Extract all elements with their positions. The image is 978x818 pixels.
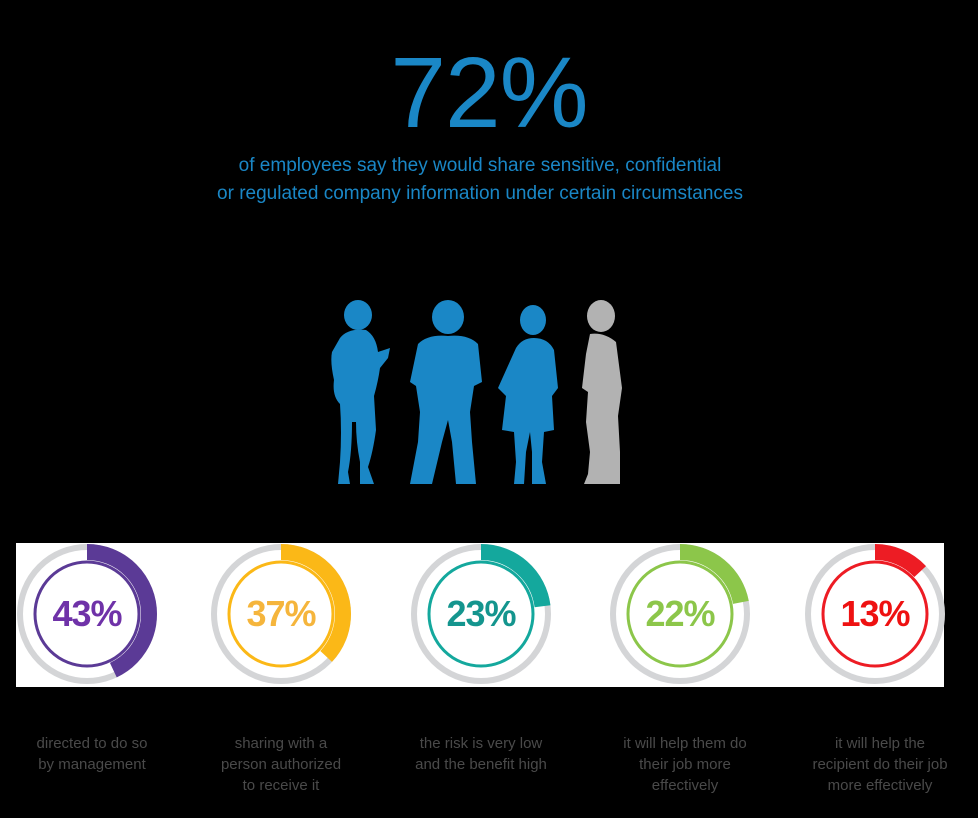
person-man-suit-icon	[410, 300, 482, 484]
caption-line: it will help them do	[623, 735, 747, 752]
stat-caption-4: it will help them do their job more effe…	[600, 733, 770, 796]
caption-line: person authorized	[220, 756, 342, 773]
progress-ring-icon	[610, 544, 750, 684]
subtitle-line-1: of employees say they would share sensit…	[238, 155, 722, 176]
stat-caption-3: the risk is very low and the benefit hig…	[396, 733, 566, 775]
people-silhouettes-icon	[331, 300, 622, 484]
stat-percent: 43%	[52, 593, 122, 634]
stat-ring-5: 13%	[800, 539, 950, 689]
stat-ring-1: 43%	[12, 539, 162, 689]
caption-line: sharing with a	[234, 735, 328, 752]
headline-subtitle: of employees say they would share sensit…	[0, 152, 960, 208]
progress-ring-icon	[17, 544, 157, 684]
stat-ring-3: 23%	[406, 539, 556, 689]
headline-percent: 72%	[390, 37, 588, 149]
stat-percent: 37%	[246, 593, 316, 634]
progress-ring-icon	[211, 544, 351, 684]
caption-line: their job more	[639, 756, 731, 773]
caption-line: to receive it	[242, 777, 320, 794]
caption-line: effectively	[651, 777, 719, 794]
stat-percent: 13%	[840, 593, 910, 634]
progress-ring-icon	[805, 544, 945, 684]
progress-ring-icon	[411, 544, 551, 684]
subtitle-line-2: or regulated company information under c…	[217, 183, 743, 204]
caption-line: the risk is very low	[419, 735, 543, 752]
stat-ring-2: 37%	[206, 539, 356, 689]
caption-line: by management	[38, 756, 146, 773]
stat-ring-4: 22%	[605, 539, 755, 689]
caption-line: recipient do their job	[812, 756, 948, 773]
person-man-grey-icon	[582, 300, 622, 484]
person-woman-tablet-icon	[331, 300, 390, 484]
stats-band: 43% 37% 23% 22% 13%	[16, 543, 945, 687]
stat-caption-2: sharing with a person authorized to rece…	[196, 733, 366, 796]
stat-percent: 23%	[446, 593, 516, 634]
person-woman-standing-icon	[498, 305, 558, 484]
stat-caption-1: directed to do so by management	[7, 733, 177, 775]
caption-line: and the benefit high	[415, 756, 547, 773]
caption-line: it will help the	[834, 735, 926, 752]
stat-percent: 22%	[645, 593, 715, 634]
caption-line: directed to do so	[36, 735, 148, 752]
caption-line: more effectively	[827, 777, 933, 794]
stat-caption-5: it will help the recipient do their job …	[795, 733, 965, 796]
